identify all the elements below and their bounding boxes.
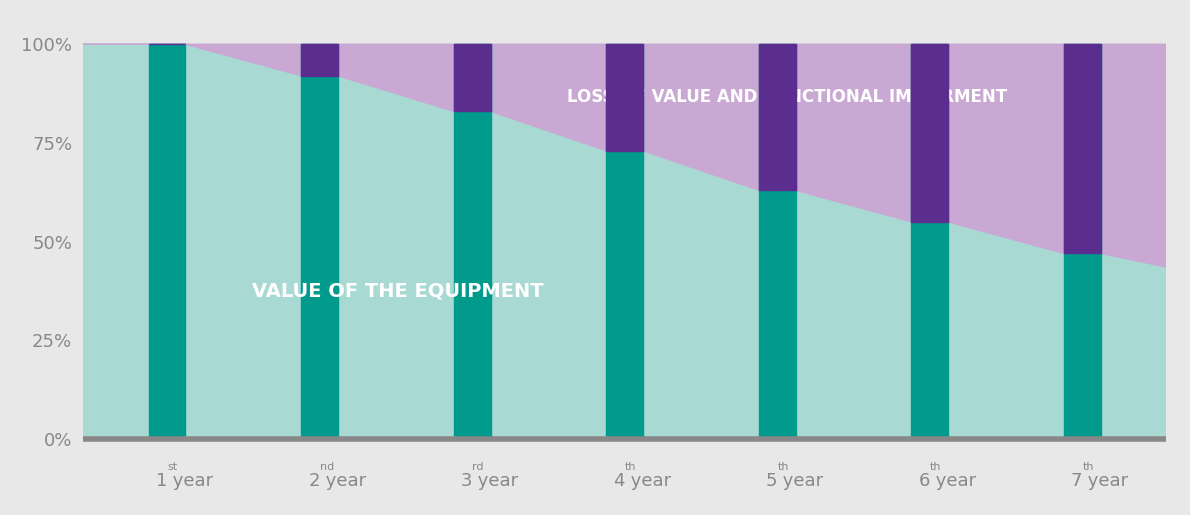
Text: year: year — [929, 472, 976, 490]
Text: 6: 6 — [919, 472, 929, 490]
Text: 5: 5 — [766, 472, 777, 490]
Text: 7: 7 — [1071, 472, 1083, 490]
Text: year: year — [777, 472, 823, 490]
Text: year: year — [472, 472, 519, 490]
Text: year: year — [167, 472, 213, 490]
Text: year: year — [1083, 472, 1128, 490]
Text: th: th — [625, 462, 637, 472]
Text: 4: 4 — [613, 472, 625, 490]
Text: 2: 2 — [308, 472, 320, 490]
Text: nd: nd — [320, 462, 334, 472]
Text: 3: 3 — [461, 472, 472, 490]
Text: th: th — [777, 462, 789, 472]
Text: th: th — [1083, 462, 1094, 472]
Polygon shape — [83, 44, 1166, 267]
Text: st: st — [167, 462, 177, 472]
Text: LOSS OF VALUE AND FUNCTIONAL IMPAIRMENT: LOSS OF VALUE AND FUNCTIONAL IMPAIRMENT — [568, 88, 1007, 106]
Text: rd: rd — [472, 462, 483, 472]
Polygon shape — [83, 44, 1166, 439]
Text: 1: 1 — [156, 472, 167, 490]
Text: year: year — [625, 472, 671, 490]
Text: year: year — [320, 472, 365, 490]
Text: VALUE OF THE EQUIPMENT: VALUE OF THE EQUIPMENT — [251, 281, 543, 300]
Text: th: th — [929, 462, 941, 472]
